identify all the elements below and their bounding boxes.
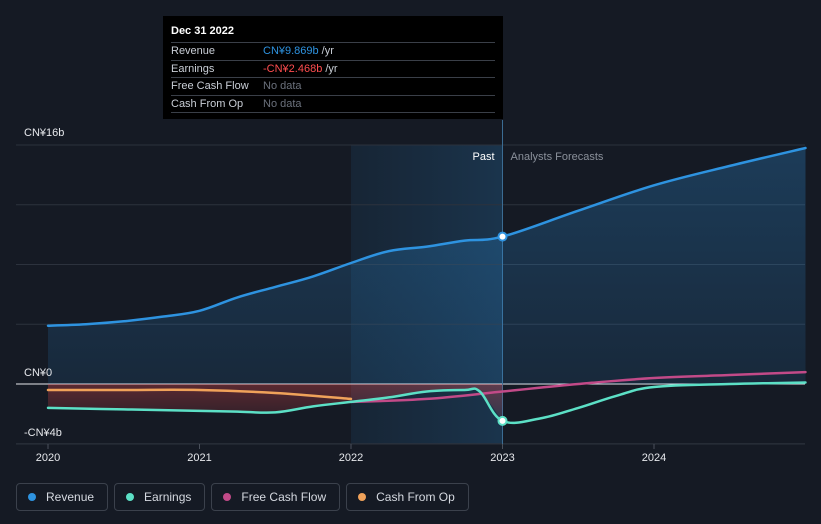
x-tick-label: 2022 [339,452,363,464]
negative-area [48,384,503,421]
legend-dot-icon [223,493,232,501]
x-tick-label: 2024 [642,452,666,464]
y-tick-label: CN¥0 [24,367,52,379]
y-tick-label: -CN¥4b [24,427,62,439]
series-line-earnings [46,381,807,425]
legend: Revenue Earnings Free Cash Flow Cash Fro… [16,483,469,511]
tooltip-value: CN¥9.869b [263,45,319,57]
point-marker-revenue [497,231,508,242]
x-tick-label: 2021 [187,452,211,464]
tooltip-row-earnings: Earnings -CN¥2.468b /yr [171,61,495,78]
series-line-free-cash-flow [349,370,807,404]
legend-item-earnings[interactable]: Earnings [114,483,206,511]
x-tick-label: 2023 [490,452,514,464]
legend-item-revenue[interactable]: Revenue [16,483,109,511]
tooltip-value: No data [263,80,302,92]
tooltip-unit: /yr [325,62,338,75]
forecast-label: Analysts Forecasts [511,151,604,163]
past-label: Past [472,151,494,163]
tooltip-row-cash-from-op: Cash From Op No data [171,96,495,113]
tooltip-row-free-cash-flow: Free Cash Flow No data [171,78,495,96]
legend-dot-icon [126,493,135,501]
legend-dot-icon [28,493,36,501]
tooltip-label: Cash From Op [171,97,244,110]
tooltip-value: No data [263,97,302,110]
tooltip-unit: /yr [321,45,334,57]
legend-item-free-cash-flow[interactable]: Free Cash Flow [211,483,341,511]
x-tick-label: 2020 [36,452,60,464]
legend-label: Free Cash Flow [241,490,327,504]
tooltip-date: Dec 31 2022 [171,24,495,43]
tooltip-label: Revenue [171,45,216,57]
tooltip-label: Free Cash Flow [171,80,249,92]
y-tick-label: CN¥16b [24,127,64,139]
legend-label: Revenue [46,490,95,504]
tooltip-value: -CN¥2.468b [263,62,323,75]
legend-dot-icon [358,493,367,501]
legend-label: Earnings [144,490,192,504]
tooltip-row-revenue: Revenue CN¥9.869b /yr [171,43,495,61]
tooltip-label: Earnings [171,62,215,75]
series-line-revenue [46,146,807,327]
point-marker-earnings [497,415,508,426]
series-line-cash-from-op [46,388,353,401]
legend-label: Cash From Op [376,490,455,504]
legend-item-cash-from-op[interactable]: Cash From Op [346,483,469,511]
tooltip: Dec 31 2022 Revenue CN¥9.869b /yr Earnin… [163,16,503,119]
revenue-area [48,148,806,384]
